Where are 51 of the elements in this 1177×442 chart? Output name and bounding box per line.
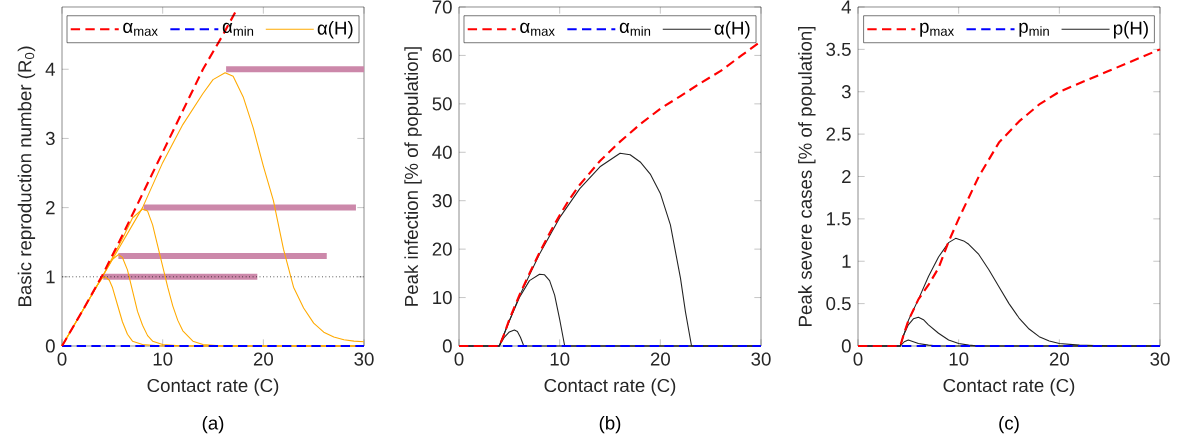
legend-label: α$_{max}$ — [123, 22, 158, 36]
y-axis-title: Basic reproduction number (R$_{0}$) — [17, 46, 36, 307]
legend-label: α$_{max}$ — [520, 22, 555, 36]
y-tick-label: 2 — [46, 201, 55, 215]
y-tick-label: 4 — [45, 62, 55, 76]
x-tick-label: 10 — [550, 352, 570, 366]
y-tick-label: 1 — [842, 254, 851, 268]
text: (b) — [599, 415, 621, 434]
x-tick-label: 20 — [253, 352, 273, 366]
y-axis-title: Peak infection [% of population] — [404, 47, 422, 306]
x-tick-label: 10 — [949, 352, 969, 366]
x-tick-label: 30 — [1150, 352, 1170, 366]
y-tick-label: 30 — [432, 194, 452, 208]
y-tick-label: 3.5 — [826, 42, 851, 56]
x-tick-label: 30 — [751, 352, 771, 366]
x-tick-label: 0 — [853, 352, 863, 366]
y-tick-label: 20 — [432, 242, 452, 256]
y-tick-label: 1 — [46, 270, 55, 284]
y-tick-label: 2 — [842, 169, 851, 184]
x-axis-title: Contact rate (C) — [544, 378, 676, 396]
x-tick-label: 30 — [354, 352, 374, 366]
y-tick-label: 4 — [841, 0, 851, 14]
y-tick-label: 1.5 — [826, 212, 851, 226]
text: (a) — [202, 415, 224, 434]
y-tick-label: 10 — [433, 290, 452, 305]
text: (c) — [999, 415, 1019, 434]
x-tick-label: 0 — [454, 352, 464, 366]
y-tick-label: 50 — [432, 97, 452, 111]
x-tick-label: 20 — [650, 352, 670, 366]
y-tick-label: 0 — [45, 339, 55, 353]
y-tick-label: 2.5 — [826, 127, 851, 141]
x-tick-label: 20 — [1049, 352, 1069, 366]
y-tick-label: 0 — [442, 339, 452, 353]
y-tick-label: 40 — [432, 145, 452, 159]
x-axis-title: Contact rate (C) — [147, 378, 279, 396]
legend-label: α(H) — [714, 21, 750, 39]
y-tick-label: 3 — [841, 85, 851, 99]
legend-label: p$_{min}$ — [1019, 22, 1049, 37]
x-axis-title: Contact rate (C) — [943, 378, 1075, 396]
y-tick-label: 60 — [432, 48, 452, 63]
legend-label: p$_{max}$ — [920, 22, 954, 37]
x-tick-label: 10 — [153, 352, 173, 366]
legend-label: α(H) — [317, 21, 353, 39]
y-tick-label: 70 — [432, 0, 452, 14]
legend-label: α$_{min}$ — [619, 22, 651, 36]
y-tick-label: 0 — [841, 339, 851, 353]
y-tick-label: 0.5 — [826, 296, 851, 311]
x-tick-label: 0 — [57, 352, 67, 366]
y-tick-label: 3 — [45, 131, 55, 146]
y-axis-title: Peak severe cases [% of population] — [798, 26, 816, 326]
legend-label: p(H) — [1113, 21, 1148, 39]
